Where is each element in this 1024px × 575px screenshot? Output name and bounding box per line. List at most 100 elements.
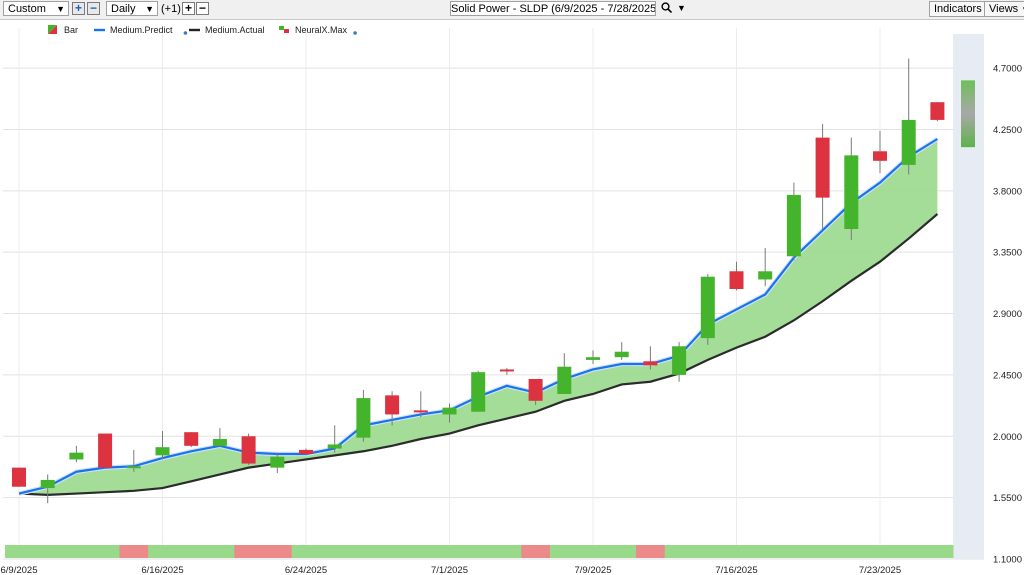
prediction-band (19, 139, 938, 495)
candle (930, 102, 945, 122)
candle (184, 432, 199, 448)
signal-cell-green (750, 545, 781, 558)
signal-strip (5, 545, 954, 558)
candle-body-up (212, 439, 227, 446)
candle (442, 403, 457, 423)
neuralx-max-forecast (961, 80, 975, 148)
y-tick-label: 4.2500 (993, 125, 1022, 136)
candle (614, 342, 629, 360)
chart-title-box[interactable]: Solid Power - SLDP (6/9/2025 - 7/28/2025… (450, 1, 656, 16)
signal-cell-green (664, 545, 694, 558)
signal-cell-green (836, 545, 867, 558)
legend-label: Medium.Predict (110, 25, 173, 35)
signal-cell-green (349, 545, 379, 558)
candle-body-down (528, 379, 543, 401)
medium-actual-line (18, 213, 939, 497)
candle (327, 425, 342, 453)
candle (69, 445, 84, 463)
signal-cell-green (176, 545, 207, 558)
candle-body-up (155, 447, 170, 456)
candle-body-up (442, 407, 457, 415)
signal-cell-green (808, 545, 838, 558)
legend-label: Bar (64, 25, 78, 35)
offset-minus-button[interactable]: − (196, 2, 209, 15)
signal-cell-green (722, 545, 752, 558)
neuralx-legend-icon (284, 29, 289, 33)
price-chart[interactable]: Bar Medium.Predict Medium.Actual NeuralX.Ma… (0, 20, 1024, 575)
candle-body-up (901, 119, 916, 165)
offset-label: (+1) (161, 3, 181, 15)
x-axis: 6/9/2025 6/16/2025 6/24/2025 7/1/2025 7/9/20… (1, 565, 902, 575)
chart-legend: Bar Medium.Predict Medium.Actual NeuralX.Ma… (48, 25, 357, 35)
signal-cell-green (693, 545, 723, 558)
legend-dot (183, 31, 188, 35)
candle-body-up (356, 398, 371, 438)
candle-body-up (786, 194, 801, 257)
toolbar: Custom ▼ + − Daily ▼ (+1) + − Solid Powe… (0, 0, 1024, 20)
candles (12, 58, 975, 504)
legend-item: Medium.Predict (94, 25, 188, 35)
chevron-down-icon[interactable]: ▼ (677, 3, 686, 13)
candle (844, 137, 859, 240)
period-select-value: Custom (8, 3, 46, 15)
views-button[interactable]: Views ▼ (984, 1, 1024, 17)
legend-item: Medium.Actual (189, 25, 265, 35)
x-tick-label: 7/9/2025 (575, 565, 612, 575)
x-tick-label: 7/23/2025 (859, 565, 901, 575)
indicators-button[interactable]: Indicators ▼ (929, 1, 998, 17)
candle (385, 391, 400, 426)
remove-button[interactable]: − (87, 2, 100, 15)
x-tick-label: 6/16/2025 (141, 565, 183, 575)
interval-select-value: Daily (111, 3, 136, 15)
candle (672, 342, 687, 382)
signal-cell-green (291, 545, 321, 558)
views-label: Views (989, 3, 1019, 15)
x-tick-label: 6/24/2025 (285, 565, 327, 575)
candle (212, 428, 227, 448)
signal-cell-green (923, 545, 954, 558)
signal-cell-red (234, 545, 264, 558)
candle (815, 124, 830, 229)
signal-cell-green (33, 545, 63, 558)
candle (155, 430, 170, 460)
neuralx-legend-icon (279, 26, 284, 30)
candle (586, 350, 600, 364)
candle (40, 474, 55, 504)
signal-cell-green (463, 545, 494, 558)
candle-body-up (327, 444, 342, 449)
candle-body-down (241, 436, 256, 464)
candle (241, 433, 256, 465)
candle-body-up (471, 372, 486, 412)
y-tick-label: 2.0000 (993, 432, 1022, 443)
candle-body-up (40, 479, 55, 489)
offset-plus-button[interactable]: + (182, 2, 195, 15)
signal-cell-green (549, 545, 580, 558)
add-button[interactable]: + (72, 2, 85, 15)
candle-body-down (815, 137, 830, 198)
legend-label: Medium.Actual (205, 25, 265, 35)
candle-body-up (557, 366, 572, 394)
period-select[interactable]: Custom ▼ (3, 1, 69, 16)
candle-body-down (873, 151, 887, 161)
interval-select[interactable]: Daily ▼ (106, 1, 158, 16)
candle-body-down (98, 433, 113, 468)
band-area (19, 139, 938, 495)
candle-body-down (184, 432, 199, 446)
signal-cell-green (435, 545, 465, 558)
candle (12, 467, 26, 487)
candle-body-up (270, 456, 285, 468)
x-tick-label: 6/9/2025 (1, 565, 38, 575)
search-icon[interactable] (661, 2, 673, 17)
candle (700, 274, 715, 345)
signal-cell-green (377, 545, 407, 558)
signal-cell-red (521, 545, 551, 558)
indicators-label: Indicators (934, 3, 982, 15)
x-tick-label: 7/16/2025 (715, 565, 757, 575)
candle (901, 58, 916, 175)
y-tick-label: 2.4500 (993, 370, 1022, 381)
candle (729, 261, 744, 291)
candle-body-up (69, 452, 84, 460)
candle-body-down (499, 369, 514, 372)
candle (413, 391, 428, 418)
candle (557, 353, 572, 394)
